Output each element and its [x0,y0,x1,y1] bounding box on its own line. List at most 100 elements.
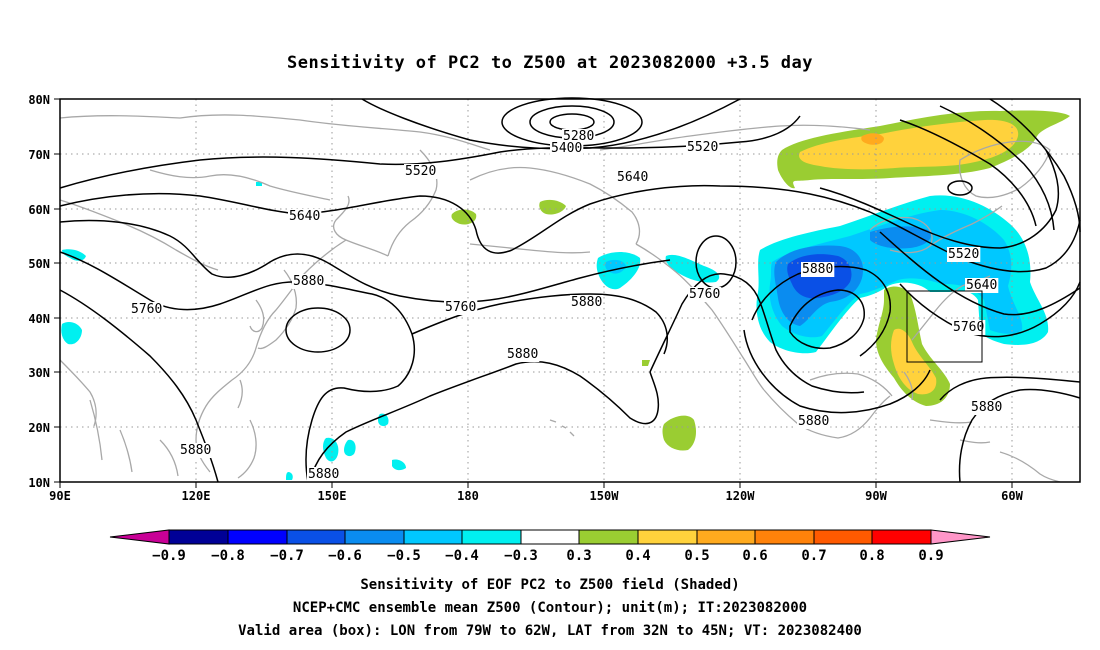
contour-5640-west [59,184,871,254]
contour-5760-atlantic-inner [899,281,1081,338]
contour-label-bg [797,414,831,429]
axis-ticks [54,98,1013,488]
colorbar-label: 0.7 [801,548,826,564]
colorbar-label: 0.4 [625,548,650,564]
colorbar-box [403,529,463,545]
lat-axis: 80N 70N 60N 50N 40N 30N 20N 10N [28,93,50,490]
colorbar-label: −0.4 [445,548,479,564]
colorbar-label: −0.6 [328,548,362,564]
lat-label: 50N [28,257,50,271]
coast-asia-arctic [59,114,491,151]
coast-aleutians [469,243,591,254]
map-panel: 5280 5400 5520 5520 5640 5640 5760 5760 … [28,93,1081,503]
coast-korea [249,299,265,333]
shade-neg03-westpac-e [286,472,293,480]
contour-5760-west [59,219,671,303]
coastlines [59,114,1061,483]
contour-label: 5640 [289,209,320,224]
contour-label: 5880 [180,443,211,458]
lon-label: 120W [726,489,756,503]
contour-5880-high-asia [285,307,351,353]
colorbar-label: 0.8 [859,548,884,564]
contour-label: 5520 [687,140,718,155]
contour-label-bg [801,262,835,277]
colorbar-overflow-triangle [930,529,991,545]
contour-label-bg [506,347,540,362]
contour-label-bg [292,274,326,289]
contour-5640-atlantic [869,211,1081,273]
contour-label: 5520 [948,247,979,262]
contour-5520-atlantic [819,149,1060,249]
contour-label: 5640 [617,170,648,185]
colorbar-box [696,529,756,545]
coast-siberia-inland [149,169,331,201]
lon-label: 90E [49,489,71,503]
contour-label-bg [288,209,322,224]
contour-label: 5520 [405,164,436,179]
contour-label: 5760 [953,320,984,335]
shade-neg03-siberia [256,182,262,186]
colorbar-box [637,529,698,545]
contour-5880-trough-a [751,265,892,357]
coast-bc-west [635,243,765,391]
contour-greenland-b [939,105,1055,231]
coast-s-america [999,451,1061,483]
contour-label: 5880 [802,262,833,277]
shade-neg05-hudson [870,226,931,249]
lon-label: 120E [182,489,211,503]
contour-label: 5760 [445,300,476,315]
contour-label-bg [947,247,981,262]
contour-label-bg [130,302,164,317]
shade-neg03-india-a [62,249,86,261]
contour-5880-atlantic [939,376,1081,401]
contour-label: 5640 [966,278,997,293]
coast-labrador [929,205,1003,247]
contour-label: 5760 [131,302,162,317]
colorbar-box [461,529,522,545]
lat-label: 70N [28,148,50,162]
map-title: Sensitivity of PC2 to Z500 at 2023082000… [287,53,813,73]
shade-neg03-westpac-d [392,459,406,471]
contour-label-bg [970,400,1004,415]
contour-label: 5880 [571,295,602,310]
colorbar-label: 0.3 [566,548,591,564]
shade-pos03-bering [451,209,477,225]
coast-india [59,359,97,427]
coast-canada-arctic [599,124,871,151]
lat-label: 30N [28,366,50,380]
shade-pos05-arctic [861,133,884,145]
contour-label: 5880 [798,414,829,429]
shade-pos03-alaska [539,199,566,215]
lat-label: 40N [28,312,50,326]
lon-label: 90W [865,489,887,503]
map-frame [59,98,1081,483]
caption-line-2: NCEP+CMC ensemble mean Z500 (Contour); u… [293,600,807,616]
caption: Sensitivity of EOF PC2 to Z500 field (Sh… [238,577,862,639]
colorbar-box [813,529,873,545]
colorbar-box [578,529,639,545]
coast-hudson [869,216,933,254]
colorbar-box [286,529,346,545]
colorbar-box [227,529,288,545]
colorbar-label: −0.3 [504,548,538,564]
coast-greenland [958,140,1051,199]
caption-line-1: Sensitivity of EOF PC2 to Z500 field (Sh… [360,577,739,593]
shade-pos03-midpac [662,415,696,451]
shade-pos04-arctic [799,119,1019,170]
contour-label: 5880 [971,400,1002,415]
shade-neg03-westpac-b [344,439,356,457]
lon-label: 180 [457,489,479,503]
colorbar-label: −0.5 [387,548,421,564]
colorbar-label: 0.5 [684,548,709,564]
contour-label-bg [444,300,478,315]
contour-label-bg [404,164,438,179]
contour-5520-west [59,115,801,189]
contour-label: 5280 [563,129,594,144]
colorbar-label: −0.8 [211,548,245,564]
contour-label-bg [562,129,596,144]
coast-alaska [469,166,641,245]
coast-taiwan-phil [237,379,257,479]
contour-greenland-small [947,180,973,196]
lon-label: 60W [1001,489,1023,503]
